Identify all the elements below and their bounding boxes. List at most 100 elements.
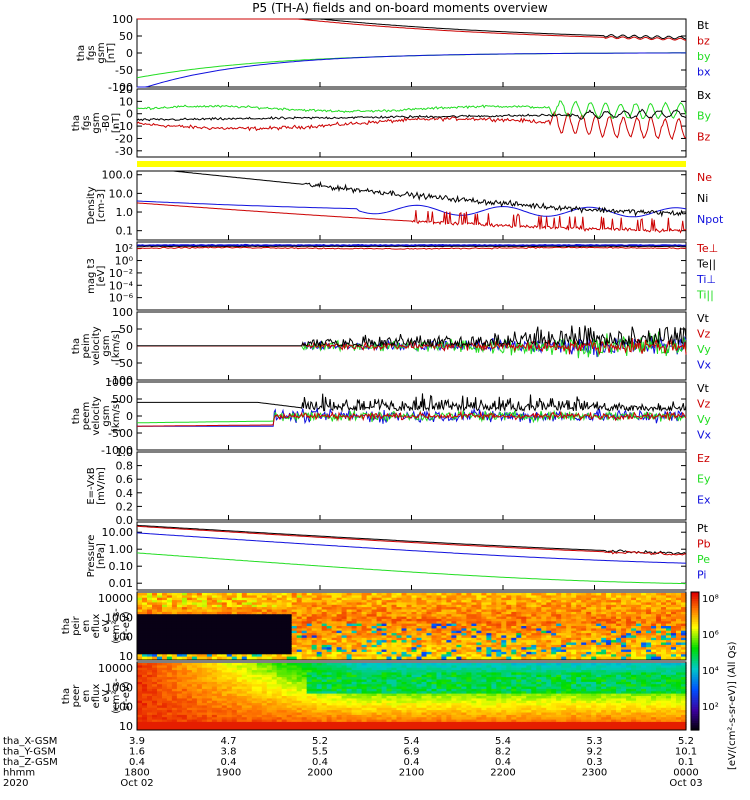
spectro-cell xyxy=(546,630,552,634)
spectro-cell xyxy=(591,626,597,629)
spectro-cell xyxy=(406,674,413,678)
spectro-cell xyxy=(636,654,642,658)
spectro-cell xyxy=(231,721,238,725)
spectro-cell xyxy=(676,642,682,646)
spectro-cell xyxy=(526,604,532,608)
spectro-cell xyxy=(576,642,582,646)
spectro-cell xyxy=(666,618,672,622)
spectro-cell xyxy=(511,600,517,604)
spectro-cell xyxy=(426,647,433,651)
spectro-cell xyxy=(556,635,562,639)
spectro-cell xyxy=(646,602,652,606)
spectro-cell xyxy=(281,710,288,714)
spectro-cell xyxy=(256,691,263,695)
spectro-cell xyxy=(171,670,178,674)
spectro-cell xyxy=(516,630,522,634)
spectro-cell xyxy=(511,616,517,620)
spectro-cell xyxy=(137,595,143,599)
spectro-cell xyxy=(181,684,188,688)
spectro-cell xyxy=(231,693,238,697)
spectro-cell xyxy=(556,611,562,615)
spectro-cell xyxy=(431,623,438,627)
spectro-cell xyxy=(396,616,403,620)
spectro-cell xyxy=(291,597,298,601)
spectro-cell xyxy=(581,604,587,608)
spectro-cell xyxy=(361,602,368,606)
spectro-cell xyxy=(231,651,238,655)
spectro-cell xyxy=(591,621,597,625)
spectro-cell xyxy=(211,616,218,620)
spectro-cell xyxy=(196,667,203,671)
spectro-cell xyxy=(196,663,203,666)
spectro-cell xyxy=(381,628,388,632)
spectro-cell xyxy=(152,633,158,637)
spectro-cell xyxy=(666,600,672,604)
spectro-cell xyxy=(361,647,368,651)
spectro-cell xyxy=(591,604,597,608)
spectro-cell xyxy=(451,640,457,644)
spectro-cell xyxy=(157,681,163,685)
spectro-cell xyxy=(306,670,313,674)
spectro-cell xyxy=(441,604,447,608)
spectro-cell xyxy=(221,644,228,648)
spectro-cell xyxy=(147,600,153,604)
spectro-cell xyxy=(411,621,418,625)
spectro-cell xyxy=(346,604,353,608)
spectro-cell xyxy=(231,611,238,615)
spectro-cell xyxy=(266,628,273,632)
spectro-cell xyxy=(152,640,158,644)
spectro-cell xyxy=(286,621,293,625)
spectro-cell xyxy=(251,667,258,671)
spectro-cell xyxy=(171,626,178,629)
spectro-cell xyxy=(331,649,338,653)
spectro-cell xyxy=(561,611,567,615)
spectro-cell xyxy=(301,614,308,618)
spectro-cell xyxy=(341,623,348,627)
y-tick-label: -50 xyxy=(115,357,133,370)
spectro-cell xyxy=(366,693,373,697)
spectro-cell xyxy=(531,611,537,615)
spectro-cell xyxy=(311,719,318,723)
spectro-cell xyxy=(411,696,418,699)
spectro-cell xyxy=(571,593,577,596)
spectro-cell xyxy=(166,604,173,608)
spectro-cell xyxy=(511,618,517,622)
spectro-cell xyxy=(157,640,163,644)
spectro-cell xyxy=(181,633,188,637)
spectro-cell xyxy=(281,628,288,632)
spectro-cell xyxy=(286,719,293,723)
spectro-cell xyxy=(211,674,218,678)
spectro-cell xyxy=(526,626,532,629)
spectro-cell xyxy=(361,681,368,685)
spectro-cell xyxy=(296,628,303,632)
spectro-cell xyxy=(266,654,273,658)
spectro-cell xyxy=(641,656,647,660)
spectro-cell xyxy=(336,637,343,641)
y-axis-label-line: [cm-3] xyxy=(96,189,107,222)
spectro-cell xyxy=(251,593,258,596)
spectro-cell xyxy=(481,607,487,611)
spectro-cell xyxy=(201,642,208,646)
spectro-cell xyxy=(301,604,308,608)
spectro-cell xyxy=(621,602,627,606)
spectro-cell xyxy=(371,679,378,683)
spectro-cell xyxy=(491,626,497,629)
spectro-cell xyxy=(641,611,647,615)
spectro-cell xyxy=(416,640,423,644)
spectro-cell xyxy=(676,621,682,625)
spectro-cell xyxy=(576,654,582,658)
spectro-cell xyxy=(306,672,313,676)
spectro-cell xyxy=(266,717,273,721)
spectro-cell xyxy=(411,635,418,639)
spectro-cell xyxy=(606,637,612,641)
spectro-cell xyxy=(451,597,457,601)
spectro-cell xyxy=(226,700,233,704)
spectro-cell xyxy=(551,623,557,627)
spectro-cell xyxy=(406,679,413,683)
spectro-cell xyxy=(466,621,472,625)
spectro-cell xyxy=(571,656,577,660)
spectro-cell xyxy=(631,611,637,615)
spectro-cell xyxy=(466,647,472,651)
spectro-cell xyxy=(306,604,313,608)
spectro-cell xyxy=(351,693,358,697)
